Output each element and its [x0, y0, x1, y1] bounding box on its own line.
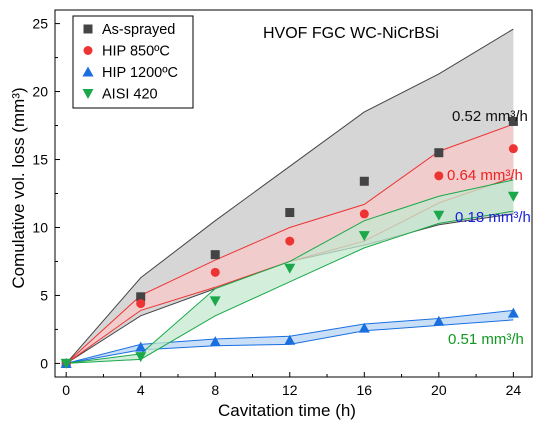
data-point	[135, 352, 147, 363]
y-tick-label: 25	[32, 16, 48, 32]
y-tick-label: 0	[40, 355, 48, 371]
chart-title: HVOF FGC WC-NiCrBSi	[263, 25, 439, 42]
legend-label: HIP 850ºC	[102, 44, 170, 60]
rate-label: 0.18 mm³/h	[455, 209, 531, 226]
legend-marker	[82, 66, 94, 77]
legend-label: AISI 420	[102, 87, 158, 103]
data-point	[434, 148, 444, 158]
data-point	[434, 171, 444, 181]
data-point	[507, 191, 519, 202]
data-point	[508, 116, 518, 126]
data-point	[209, 336, 221, 347]
x-tick-label: 24	[506, 382, 522, 398]
data-point	[433, 315, 445, 326]
data-point	[285, 236, 295, 246]
legend-box	[72, 15, 194, 109]
x-tick-label: 12	[282, 382, 298, 398]
x-tick-label: 16	[357, 382, 373, 398]
data-point	[359, 176, 369, 186]
legend-label: HIP 1200ºC	[102, 65, 178, 81]
legend-marker	[82, 89, 94, 99]
data-point	[284, 334, 296, 345]
data-point	[358, 231, 370, 242]
x-axis-label: Cavitation time (h)	[218, 401, 356, 420]
rate-label: 0.51 mm³/h	[448, 331, 524, 348]
y-tick-label: 5	[40, 287, 48, 303]
data-point	[433, 210, 445, 221]
data-point	[508, 144, 518, 154]
data-point	[358, 322, 370, 333]
x-tick-label: 4	[137, 382, 145, 398]
data-point	[136, 292, 146, 302]
data-markers	[60, 116, 519, 369]
legend: As-sprayed HIP 850ºC HIP 1200ºC AISI 420	[72, 15, 194, 109]
x-tick-label: 0	[62, 382, 70, 398]
data-point	[210, 267, 220, 277]
data-point	[284, 263, 296, 274]
data-point	[359, 209, 369, 219]
data-point	[285, 208, 295, 218]
rate-label: 0.64 mm³/h	[447, 167, 523, 184]
data-point	[210, 250, 220, 260]
y-axis-label: Comulative vol. loss (mm³)	[9, 87, 28, 288]
y-tick-label: 10	[32, 219, 48, 235]
x-tick-label: 8	[211, 382, 219, 398]
y-tick-label: 15	[32, 152, 48, 168]
data-point	[507, 307, 519, 318]
data-point	[60, 358, 72, 369]
rate-labels: 0.52 mm³/h 0.64 mm³/h 0.18 mm³/h 0.51 mm³/h	[447, 108, 531, 348]
legend-marker	[83, 24, 93, 34]
legend-marker	[83, 46, 93, 55]
data-point	[135, 341, 147, 352]
x-tick-label: 20	[431, 382, 447, 398]
data-point	[136, 299, 146, 309]
band-upper-line	[65, 28, 514, 364]
y-tick-label: 20	[32, 84, 48, 100]
legend-label: As-sprayed	[102, 22, 175, 38]
axes: 0 4 8 12 16 20 24 0 5 10 15 20 25	[32, 16, 521, 398]
data-point	[209, 296, 221, 307]
rate-label: 0.52 mm³/h	[452, 108, 528, 125]
